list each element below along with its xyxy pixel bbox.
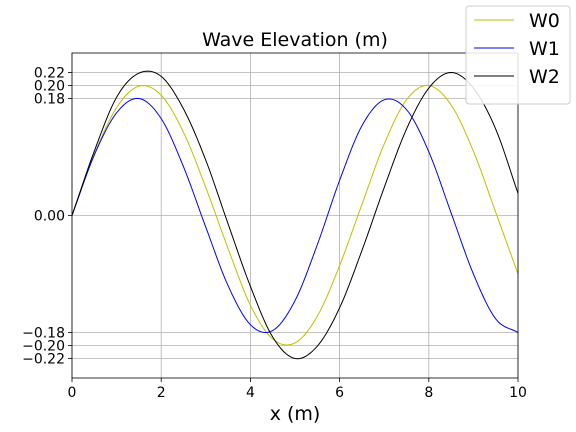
x-tick-label: 6 [335, 385, 344, 401]
x-axis: 0 2 4 6 8 10 [68, 378, 527, 401]
series-line-w1 [71, 97, 519, 333]
y-tick-label: 0.22 [34, 66, 65, 82]
x-axis-label: x (m) [270, 403, 321, 425]
y-tick-label: 0.18 [34, 92, 65, 108]
x-tick-label: 0 [68, 385, 77, 401]
grid [71, 53, 519, 378]
y-tick-label: −0.18 [22, 326, 65, 342]
legend: W0 W1 W2 [465, 5, 571, 105]
legend-label-w2: W2 [529, 66, 560, 88]
series-layer [71, 70, 519, 360]
legend-label-w1: W1 [529, 38, 560, 60]
x-tick-label: 8 [424, 385, 433, 401]
x-tick-label: 2 [157, 385, 166, 401]
x-tick-label: 4 [246, 385, 255, 401]
legend-frame [465, 5, 571, 105]
chart-title: Wave Elevation (m) [202, 29, 388, 51]
y-tick-label: 0.20 [34, 79, 65, 95]
y-tick-label: −0.20 [22, 339, 65, 355]
y-tick-label: 0.00 [34, 209, 65, 225]
y-axis: −0.22−0.20−0.18 0.00 0.180.200.22 [22, 66, 72, 368]
series-line-w2 [71, 70, 519, 360]
legend-label-w0: W0 [529, 10, 560, 32]
x-tick-label: 10 [509, 385, 527, 401]
y-tick-label: −0.22 [22, 352, 65, 368]
series-line-w0 [71, 84, 519, 346]
